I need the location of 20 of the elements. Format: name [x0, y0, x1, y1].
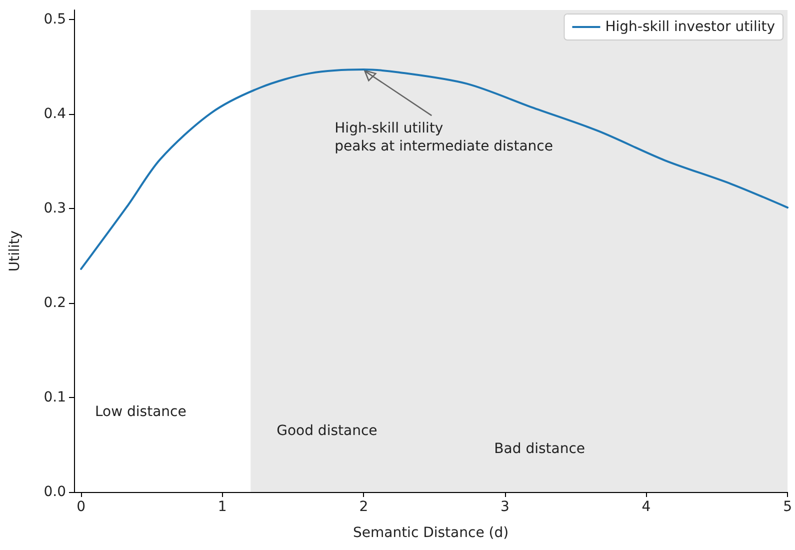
- y-tick-label: 0.0: [44, 484, 66, 500]
- x-axis-title: Semantic Distance (d): [352, 525, 509, 541]
- line-series: [80, 68, 789, 270]
- y-tick-label: 0.5: [44, 11, 66, 28]
- band-label: Bad distance: [494, 441, 586, 457]
- x-tick-label: 3: [500, 499, 510, 515]
- y-tick-label: 0.2: [44, 294, 66, 311]
- annotation: Low distance: [95, 404, 186, 420]
- y-tick-label: 0.3: [44, 200, 66, 216]
- x-tick-label: 1: [218, 499, 227, 515]
- band-label: Good distance: [276, 423, 378, 439]
- annotation: High-skill utility peaks at intermediate distance: [334, 120, 553, 155]
- x-tick-label: 2: [359, 499, 368, 515]
- x-tick-label: 4: [642, 499, 651, 515]
- legend-label: High-skill investor utility: [605, 19, 776, 35]
- x-tick-label: 5: [783, 499, 792, 515]
- y-tick-label: 0.1: [44, 389, 66, 406]
- y-tick-label: 0.4: [44, 106, 66, 122]
- x-tick-label: 0: [76, 499, 86, 515]
- y-axis-title: Utility: [7, 230, 23, 272]
